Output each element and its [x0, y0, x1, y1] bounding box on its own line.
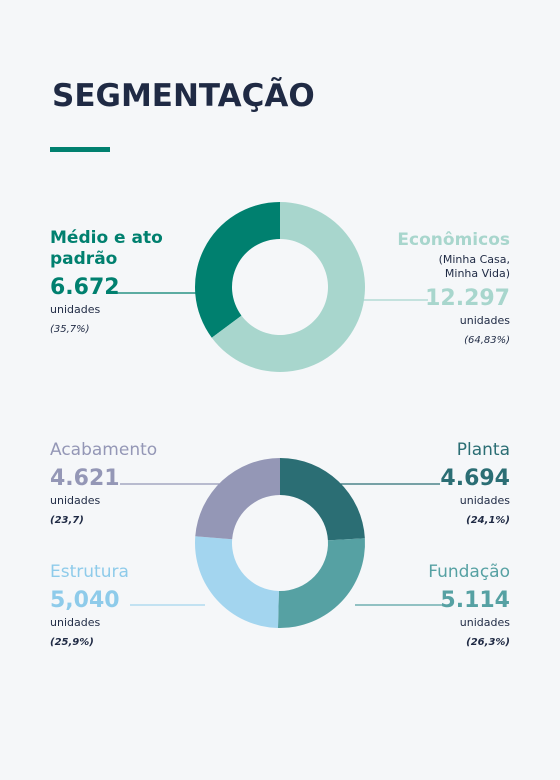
share-label: (25,9%) [50, 637, 94, 648]
value-label: 4.621 [50, 466, 120, 491]
segment-label: Estrutura 5,040 unidades (25,9%) [50, 562, 250, 652]
donut-segment [195, 458, 280, 540]
value-label: 4.694 [440, 466, 510, 491]
value-label: 5,040 [50, 588, 120, 613]
share-label: (24,1%) [466, 515, 510, 526]
title: SEGMENTAÇÃO [52, 78, 315, 114]
value-label: 12.297 [425, 286, 510, 311]
category-name: Acabamento [50, 440, 158, 460]
donut-segment [277, 538, 365, 628]
category-name: Médio e ato padrão [50, 228, 163, 269]
donut-segment [195, 536, 279, 628]
unit-label: unidades [50, 494, 101, 507]
donut-segment [194, 202, 280, 338]
share-label: (26,3%) [466, 637, 510, 648]
value-label: 6.672 [50, 275, 120, 300]
share-label: (35,7%) [50, 324, 90, 335]
donut-segment [280, 458, 365, 541]
unit-label: unidades [459, 314, 510, 327]
value-label: 5.114 [440, 588, 510, 613]
donut-segment [211, 202, 365, 372]
segment-label: Planta 4.694 unidades (24,1%) [310, 440, 510, 530]
title-underline [50, 147, 110, 152]
unit-label: unidades [459, 616, 510, 629]
category-name: Econômicos [397, 230, 510, 250]
segment-label: Econômicos (Minha Casa, Minha Vida) 12.297… [390, 230, 510, 350]
segment-label: Fundação 5.114 unidades (26,3%) [310, 562, 510, 652]
share-label: (23,7) [50, 515, 84, 526]
category-name: Planta [456, 440, 510, 460]
unit-label: unidades [50, 303, 101, 316]
category-name: Fundação [428, 562, 510, 582]
segment-label: Médio e ato padrão 6.672 unidades (35,7%) [50, 228, 170, 339]
category-name: Estrutura [50, 562, 129, 582]
unit-label: unidades [50, 616, 101, 629]
segment-label: Acabamento 4.621 unidades (23,7) [50, 440, 250, 530]
unit-label: unidades [459, 494, 510, 507]
share-label: (64,83%) [464, 335, 510, 346]
category-subtitle: (Minha Casa, Minha Vida) [438, 253, 510, 280]
